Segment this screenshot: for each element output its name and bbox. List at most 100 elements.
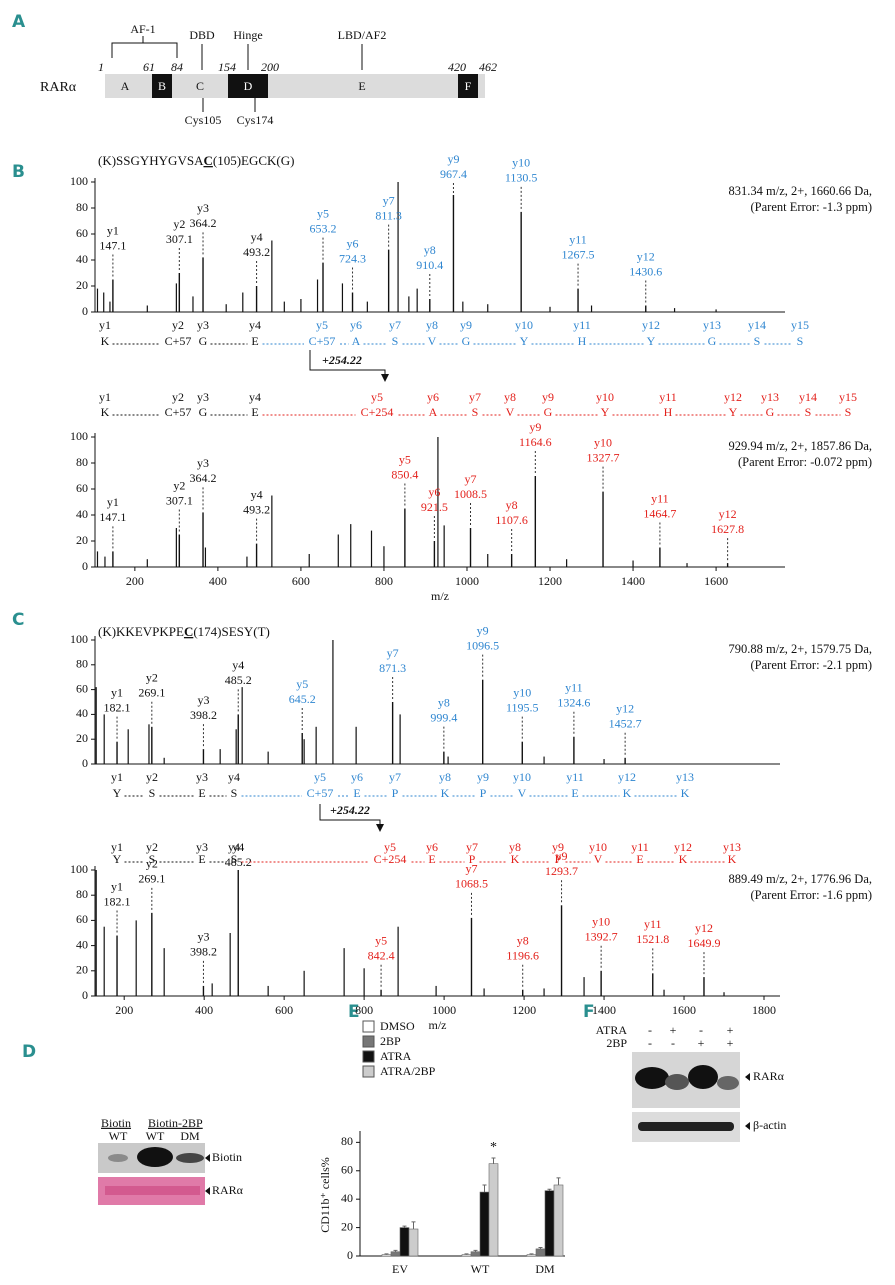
ladder-residue: S	[231, 852, 238, 866]
domain-letter: A	[121, 79, 130, 93]
ion-mz: 147.1	[99, 238, 126, 252]
ion-name: y6	[347, 236, 359, 250]
error-bar	[384, 1253, 389, 1255]
y-tick-label: 80	[76, 455, 88, 469]
domain-letter: F	[465, 79, 472, 93]
bar	[408, 1228, 419, 1257]
ladder-residue: P	[555, 852, 562, 866]
ion-mz: 921.5	[421, 500, 448, 514]
position: 1	[98, 60, 104, 74]
legend-label: 2BP	[380, 1034, 401, 1048]
ion-mz: 1195.5	[506, 700, 539, 714]
ladder-residue: H	[664, 405, 673, 419]
ladder-ion: y10	[513, 770, 531, 784]
ladder-residue: C+254	[374, 852, 407, 866]
ladder-ion: y1	[99, 390, 111, 404]
band	[105, 1186, 200, 1195]
ion-name: y2	[146, 671, 158, 685]
ion-mz: 1130.5	[505, 171, 538, 185]
ladder-residue: A	[352, 334, 361, 348]
ladder-residue: H	[578, 334, 587, 348]
y-tick-label: 40	[341, 1191, 353, 1205]
ladder-ion: y8	[439, 770, 451, 784]
y-tick-label: 20	[341, 1219, 353, 1233]
ion-mz: 364.2	[190, 471, 217, 485]
blot-label: RARα	[212, 1183, 244, 1197]
ion-name: y7	[383, 193, 395, 207]
ladder-ion: y4	[228, 770, 240, 784]
position: 84	[171, 60, 183, 74]
lane-label: WT	[109, 1129, 128, 1143]
treatment-sign: +	[727, 1023, 734, 1037]
y-tick-label: 20	[76, 731, 88, 745]
x-tick-label: 1600	[704, 574, 728, 588]
ladder-residue: S	[805, 405, 812, 419]
ladder-residue: C+57	[165, 334, 192, 348]
ladder-ion: y3	[196, 770, 208, 784]
spectrum-info: 929.94 m/z, 2+, 1857.86 Da,	[729, 439, 873, 453]
domain-letter: C	[196, 79, 204, 93]
error-bar	[538, 1246, 543, 1249]
ion-name: y9	[477, 623, 489, 637]
ion-name: y5	[399, 452, 411, 466]
error-bar	[529, 1253, 534, 1255]
band	[688, 1065, 718, 1089]
y-tick-label: 40	[76, 507, 88, 521]
ion-mz: 967.4	[440, 167, 467, 181]
ladder-residue: V	[506, 405, 515, 419]
ion-mz: 999.4	[430, 710, 457, 724]
y-tick-label: 20	[76, 963, 88, 977]
error-bar	[491, 1157, 496, 1164]
ladder-ion: y7	[466, 840, 478, 854]
ladder-residue: C+254	[361, 405, 394, 419]
ladder-ion: y11	[573, 318, 591, 332]
ladder-residue: E	[251, 334, 258, 348]
bar	[399, 1227, 410, 1257]
ladder-ion: y11	[566, 770, 584, 784]
y-tick-label: 60	[76, 481, 88, 495]
ion-mz: 1107.6	[495, 513, 528, 527]
ladder-residue: G	[708, 334, 717, 348]
ladder-ion: y6	[350, 318, 362, 332]
ladder-ion: y6	[427, 390, 439, 404]
peptide-part: (K)KKEVPKPE	[98, 624, 184, 639]
ion-name: y4	[251, 230, 263, 244]
ion-name: y1	[111, 685, 123, 699]
ion-name: y5	[375, 933, 387, 947]
x-tick-label: 1000	[455, 574, 479, 588]
y-axis-label: CD11b⁺ cells%	[318, 1157, 332, 1233]
ion-mz: 850.4	[391, 467, 418, 481]
y-tick-label: 60	[76, 912, 88, 926]
ladder-ion: y3	[196, 840, 208, 854]
region-label: Hinge	[233, 28, 262, 42]
ladder-ion: y14	[799, 390, 817, 404]
y-tick-label: 20	[76, 533, 88, 547]
spectrum-info: (Parent Error: -0.072 ppm)	[738, 455, 872, 469]
bar	[553, 1184, 564, 1257]
ladder-ion: y13	[703, 318, 721, 332]
shift-label: +254.22	[330, 803, 370, 817]
y-tick-label: 100	[70, 174, 88, 188]
bar	[526, 1254, 537, 1257]
ladder-ion: y10	[596, 390, 614, 404]
ladder-ion: y8	[509, 840, 521, 854]
ladder-ion: y10	[589, 840, 607, 854]
significance: *	[490, 1140, 497, 1155]
ion-mz: 1452.7	[609, 717, 642, 731]
position: 61	[143, 60, 155, 74]
error-bar	[547, 1188, 552, 1191]
ladder-residue: Y	[601, 405, 610, 419]
ion-mz: 307.1	[166, 493, 193, 507]
ion-mz: 1627.8	[711, 522, 744, 536]
ion-mz: 1649.9	[687, 936, 720, 950]
ladder-residue: K	[681, 786, 690, 800]
ion-mz: 485.2	[225, 855, 252, 869]
treatment-sign: -	[648, 1036, 652, 1050]
bar	[488, 1163, 499, 1257]
band	[108, 1154, 128, 1162]
y-tick-label: 20	[76, 278, 88, 292]
ion-name: y10	[513, 685, 531, 699]
ion-name: y1	[107, 495, 119, 509]
ladder-ion: y13	[761, 390, 779, 404]
ion-name: y9	[447, 152, 459, 166]
